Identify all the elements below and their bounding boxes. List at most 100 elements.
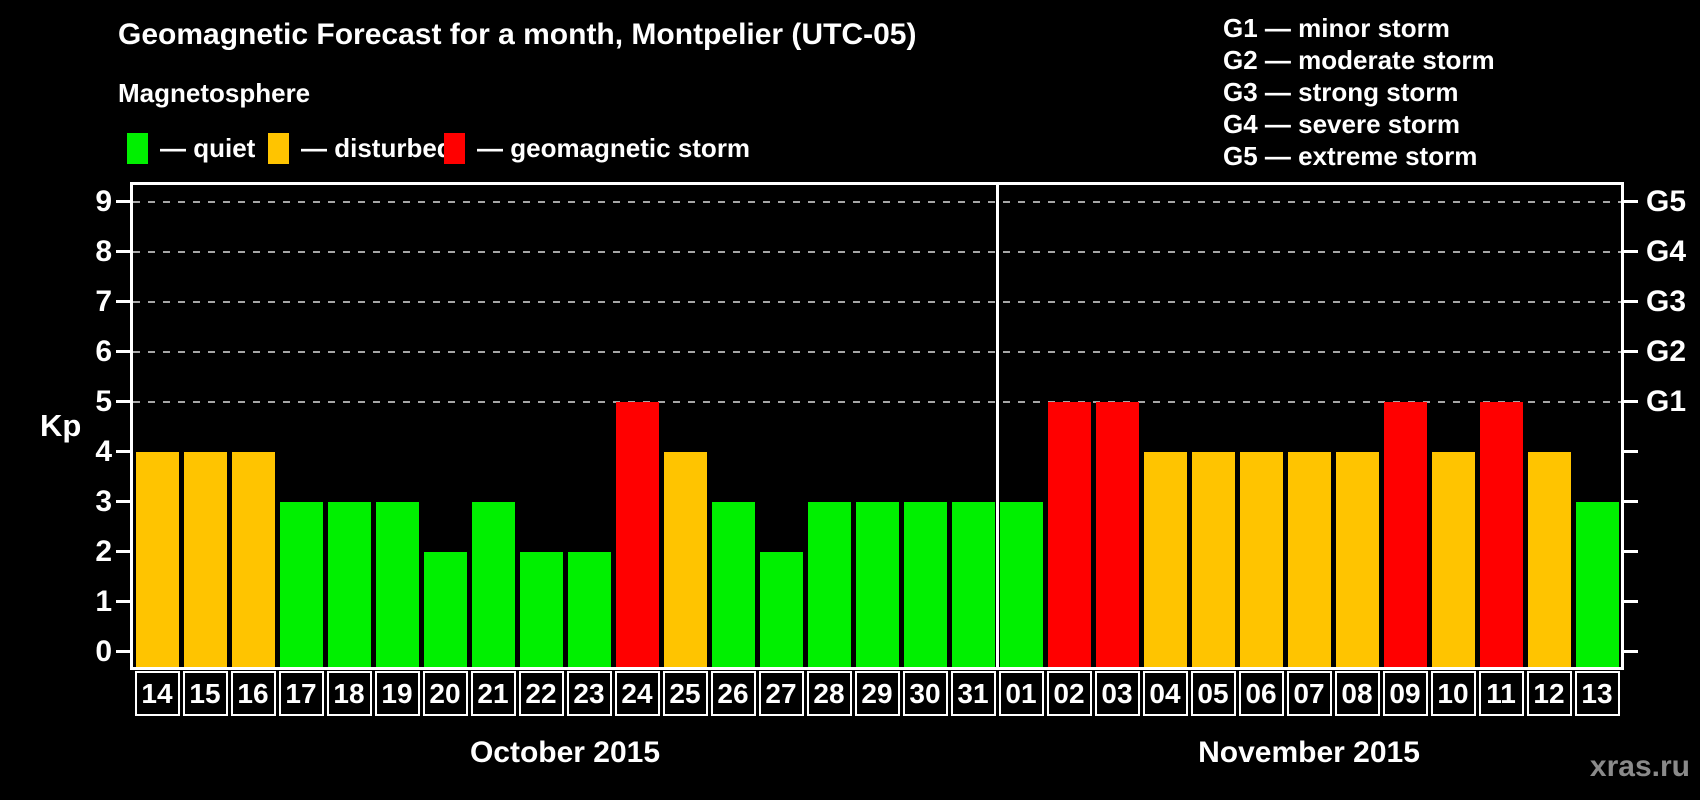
right-tick-0	[1624, 650, 1638, 653]
day-label-25: 25	[662, 671, 708, 716]
g-scale-label-G4: G4	[1646, 234, 1687, 268]
right-tick-3	[1624, 500, 1638, 503]
g5-legend-line: G5 — extreme storm	[1223, 141, 1478, 171]
storm-color-swatch	[444, 133, 465, 164]
month-label-0: October 2015	[469, 736, 661, 769]
day-label-09: 09	[1382, 671, 1428, 716]
g2-legend-line: G2 — moderate storm	[1223, 45, 1495, 75]
y-tick-label-1: 1	[95, 584, 112, 618]
g3-legend-line: G3 — strong storm	[1223, 77, 1459, 107]
day-label-05: 05	[1190, 671, 1236, 716]
legend-quiet-label: — quiet	[160, 133, 256, 163]
left-tick-4	[116, 450, 130, 453]
day-label-02: 02	[1046, 671, 1092, 716]
g-scale-label-G1: G1	[1646, 384, 1687, 418]
page-title: Geomagnetic Forecast for a month, Montpe…	[118, 18, 917, 51]
day-label-04: 04	[1142, 671, 1188, 716]
day-label-27: 27	[758, 671, 804, 716]
gridline-kp5	[133, 400, 1621, 403]
day-label-13: 13	[1574, 671, 1620, 716]
quiet-color-swatch	[127, 133, 148, 164]
plot-area	[130, 182, 1624, 670]
left-tick-0	[116, 650, 130, 653]
right-tick-4	[1624, 450, 1638, 453]
left-tick-8	[116, 250, 130, 253]
day-label-21: 21	[470, 671, 516, 716]
legend-disturbed-label: — disturbed	[301, 133, 453, 163]
bar-day-07	[1287, 451, 1331, 667]
left-tick-2	[116, 550, 130, 553]
day-label-29: 29	[854, 671, 900, 716]
bar-day-10	[1431, 451, 1475, 667]
bar-day-12	[1527, 451, 1571, 667]
bar-day-11	[1479, 401, 1523, 667]
right-tick-8	[1624, 250, 1638, 253]
right-tick-2	[1624, 550, 1638, 553]
bar-day-22	[519, 551, 563, 667]
bar-day-06	[1239, 451, 1283, 667]
y-tick-label-4: 4	[95, 434, 112, 468]
gridline-kp9	[133, 200, 1621, 203]
day-label-10: 10	[1430, 671, 1476, 716]
day-label-20: 20	[422, 671, 468, 716]
bar-day-14	[135, 451, 179, 667]
y-tick-label-6: 6	[95, 334, 112, 368]
day-label-23: 23	[566, 671, 612, 716]
bar-day-28	[807, 501, 851, 667]
bar-day-05	[1191, 451, 1235, 667]
day-label-15: 15	[182, 671, 228, 716]
gridline-kp6	[133, 350, 1621, 353]
bar-day-01	[999, 501, 1043, 667]
magnetosphere-subtitle: Magnetosphere	[118, 78, 311, 108]
day-label-06: 06	[1238, 671, 1284, 716]
day-label-28: 28	[806, 671, 852, 716]
bar-day-27	[759, 551, 803, 667]
right-tick-9	[1624, 200, 1638, 203]
g-scale-label-G3: G3	[1646, 284, 1687, 318]
left-tick-7	[116, 300, 130, 303]
left-tick-1	[116, 600, 130, 603]
bar-day-17	[279, 501, 323, 667]
bar-day-15	[183, 451, 227, 667]
bar-day-08	[1335, 451, 1379, 667]
bar-day-29	[855, 501, 899, 667]
gridline-kp7	[133, 300, 1621, 303]
bar-day-04	[1143, 451, 1187, 667]
bar-day-26	[711, 501, 755, 667]
y-tick-label-7: 7	[95, 284, 112, 318]
gridline-kp8	[133, 250, 1621, 253]
bar-day-16	[231, 451, 275, 667]
left-tick-9	[116, 200, 130, 203]
bar-day-13	[1575, 501, 1619, 667]
bar-day-24	[615, 401, 659, 667]
legend-item-storm: — geomagnetic storm	[444, 133, 750, 164]
y-tick-label-8: 8	[95, 234, 112, 268]
left-tick-3	[116, 500, 130, 503]
bar-day-21	[471, 501, 515, 667]
bar-day-02	[1047, 401, 1091, 667]
month-separator	[995, 185, 999, 667]
legend-item-disturbed: — disturbed	[268, 133, 453, 164]
legend-item-quiet: — quiet	[127, 133, 255, 164]
y-tick-label-3: 3	[95, 484, 112, 518]
y-tick-label-9: 9	[95, 184, 112, 218]
day-label-16: 16	[230, 671, 276, 716]
day-label-22: 22	[518, 671, 564, 716]
month-label-1: November 2015	[1198, 736, 1420, 769]
bar-day-03	[1095, 401, 1139, 667]
right-tick-5	[1624, 400, 1638, 403]
right-tick-6	[1624, 350, 1638, 353]
g-scale-legend: G1 — minor storm G2 — moderate storm G3 …	[1223, 12, 1495, 172]
bar-day-25	[663, 451, 707, 667]
day-label-30: 30	[902, 671, 948, 716]
y-axis-title: Kp	[40, 408, 82, 443]
day-label-14: 14	[134, 671, 180, 716]
g1-legend-line: G1 — minor storm	[1223, 13, 1450, 43]
day-label-18: 18	[326, 671, 372, 716]
day-label-03: 03	[1094, 671, 1140, 716]
y-tick-label-2: 2	[95, 534, 112, 568]
day-label-24: 24	[614, 671, 660, 716]
watermark: xras.ru	[1589, 750, 1690, 783]
g-scale-label-G5: G5	[1646, 184, 1687, 218]
left-tick-6	[116, 350, 130, 353]
